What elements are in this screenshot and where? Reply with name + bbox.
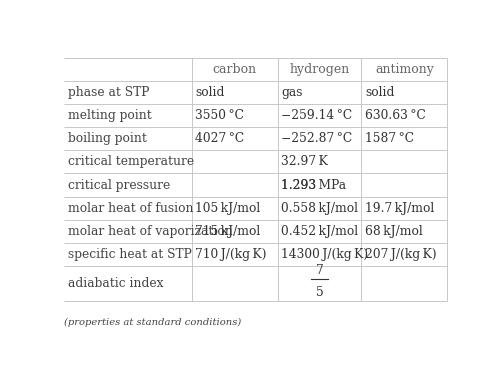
Text: 105 kJ/mol: 105 kJ/mol — [195, 202, 260, 214]
Text: carbon: carbon — [213, 63, 256, 76]
Text: 1.293: 1.293 — [281, 178, 319, 192]
Text: 5: 5 — [316, 285, 323, 298]
Text: boiling point: boiling point — [68, 132, 147, 146]
Text: (properties at standard conditions): (properties at standard conditions) — [64, 318, 242, 327]
Text: 19.7 kJ/mol: 19.7 kJ/mol — [365, 202, 434, 214]
Text: −252.87 °C: −252.87 °C — [281, 132, 353, 146]
Text: phase at STP: phase at STP — [68, 86, 149, 99]
Text: hydrogen: hydrogen — [289, 63, 350, 76]
Text: 1587 °C: 1587 °C — [365, 132, 414, 146]
Text: 32.97 K: 32.97 K — [281, 156, 328, 168]
Text: 710 J/(kg K): 710 J/(kg K) — [195, 248, 267, 261]
Text: critical pressure: critical pressure — [68, 178, 170, 192]
Text: gas: gas — [281, 86, 303, 99]
Text: −259.14 °C: −259.14 °C — [281, 109, 353, 122]
Text: specific heat at STP: specific heat at STP — [68, 248, 192, 261]
Text: 4027 °C: 4027 °C — [195, 132, 245, 146]
Text: 0.558 kJ/mol: 0.558 kJ/mol — [281, 202, 359, 214]
Text: 630.63 °C: 630.63 °C — [365, 109, 426, 122]
Text: critical temperature: critical temperature — [68, 156, 194, 168]
Text: 207 J/(kg K): 207 J/(kg K) — [365, 248, 437, 261]
Text: antimony: antimony — [375, 63, 434, 76]
Text: 1.293 MPa: 1.293 MPa — [281, 178, 347, 192]
Text: 7: 7 — [316, 264, 323, 277]
Text: 14300 J/(kg K): 14300 J/(kg K) — [281, 248, 369, 261]
Text: 3550 °C: 3550 °C — [195, 109, 245, 122]
Text: 68 kJ/mol: 68 kJ/mol — [365, 225, 423, 238]
Text: solid: solid — [195, 86, 225, 99]
Text: 0.452 kJ/mol: 0.452 kJ/mol — [281, 225, 359, 238]
Text: 715 kJ/mol: 715 kJ/mol — [195, 225, 260, 238]
Text: adiabatic index: adiabatic index — [68, 277, 163, 290]
Text: melting point: melting point — [68, 109, 152, 122]
Text: molar heat of fusion: molar heat of fusion — [68, 202, 194, 214]
Text: molar heat of vaporization: molar heat of vaporization — [68, 225, 233, 238]
Text: solid: solid — [365, 86, 394, 99]
